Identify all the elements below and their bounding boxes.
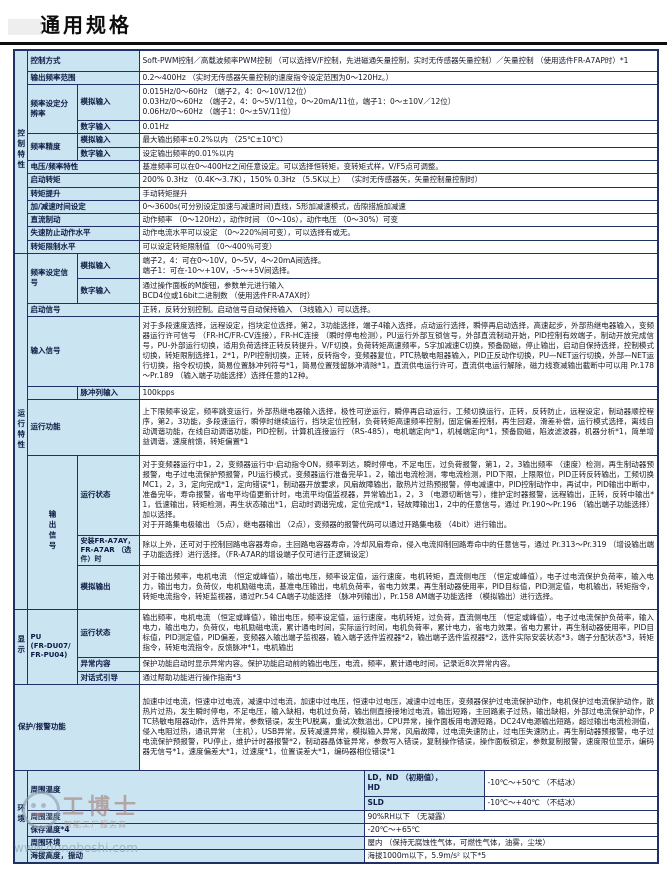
- pu-group-label: PU (FR-DU07/ FR-PU04): [26, 608, 78, 685]
- freq-res-analog-label: 模拟输入: [76, 83, 140, 121]
- section-display: 显示: [13, 608, 28, 685]
- accel-decel-value: 0～3600s(可分别设定加速与减速时间)直线，S形加减速模式，齿隙措施加减速: [138, 199, 659, 214]
- env-temp-value-ld-nd-hd: -10℃～+50℃ （不结冰）: [483, 769, 659, 797]
- freq-acc-analog-label: 模拟输入: [76, 132, 140, 148]
- spacer-cell: [26, 385, 78, 400]
- freq-set-digital-value: 通过操作面板的M旋钮，参数单元进行输入 BCD4位或16bit二进制数 （使用选…: [138, 277, 659, 304]
- env-temp-label: 周围温度: [26, 769, 365, 811]
- freq-res-digital-label: 数字输入: [76, 119, 140, 134]
- env-altitude-label: 海拔高度，振动: [26, 848, 365, 864]
- title-divider: [0, 42, 667, 45]
- freq-acc-analog-value: 最大输出频率±0.2%以内 （25℃±10℃）: [138, 132, 659, 148]
- pulse-train-value: 100kpps: [138, 385, 659, 400]
- vf-label: 电压/频率特性: [26, 159, 140, 174]
- page-title: 通用规格: [40, 13, 132, 37]
- section-environment-label: 环境: [16, 804, 26, 826]
- section-control-label: 控制特性: [16, 129, 26, 172]
- control-method-label: 控制方式: [26, 49, 140, 72]
- output-option-label: 安装FR-A7AY，FR-A7AR （选件）时: [76, 534, 140, 566]
- output-option-value: 除以上外，还可对于控制回路电容器寿命，主回路电容器寿命，冷却风扇寿命，侵入电流抑…: [138, 534, 659, 566]
- section-operation-label: 运行特性: [16, 408, 26, 451]
- spec-table: 控制特性 控制方式 Soft-PWM控制／高载波频率PWM控制 （可以选择V/F…: [13, 49, 659, 864]
- start-signal-label: 启动信号: [26, 302, 140, 317]
- stall-value: 动作电流水平可以设定 （0～220%间可变），可以选择有或无。: [138, 225, 659, 241]
- pu-guide-label: 对话式引导: [76, 670, 140, 685]
- section-control: 控制特性: [13, 49, 28, 254]
- env-ambient-value: 屋内 （保持无腐蚀性气体，可燃性气体，油雾，尘埃）: [363, 835, 659, 850]
- input-signal-label: 输入信号: [26, 315, 140, 387]
- env-storage-label: 保存温度*4: [26, 822, 365, 837]
- pu-guide-value: 通过帮助功能进行操作指南*3: [138, 670, 659, 685]
- dc-brake-label: 直流制动: [26, 212, 140, 227]
- freq-set-analog-value: 端子2，4：可在0～10V，0～5V，4～20mA间选择。 端子1：可在-10～…: [138, 252, 659, 279]
- stall-label: 失速防止动作水平: [26, 225, 140, 241]
- op-func-value: 上下限频率设定，频率跳变运行，外部热继电器输入选择，极性可逆运行，瞬停再启动运行…: [138, 398, 659, 456]
- input-signal-value: 对于多段速度选择，远程设定，挡块定位选择，第2，3功能选择，端子4输入选择，点动…: [138, 315, 659, 387]
- vf-value: 基准频率可以在0～400Hz之间任意设定。可以选择恒转矩，变转矩式样，V/F5点…: [138, 159, 659, 174]
- freq-acc-label: 频率精度: [26, 132, 78, 161]
- env-storage-value: -20℃～+65℃: [363, 822, 659, 837]
- output-signal-group: 输出信号: [26, 454, 78, 610]
- output-signal-group-label: 输出信号: [48, 509, 57, 552]
- control-method-value: Soft-PWM控制／高载波频率PWM控制 （可以选择V/F控制，先进磁通矢量控…: [138, 49, 659, 72]
- start-torque-value: 200% 0.3Hz （0.4K～3.7K），150% 0.3Hz （5.5K以…: [138, 172, 659, 188]
- freq-range-value: 0.2～400Hz （实时无传感器矢量控制的速度指令设定范围为0～120Hz。）: [138, 70, 659, 85]
- section-display-label: 显示: [16, 634, 26, 656]
- protection-label: 保护/报警功能: [13, 683, 140, 771]
- start-signal-value: 正转，反转分别控制。启动信号自动保持输入 （3线输入）可以选择。: [138, 302, 659, 317]
- output-run-label: 运行状态: [76, 454, 140, 536]
- output-run-value: 对于变频器运行中1，2，变频器运行中·启动指令ON，频率到达，瞬时停电，不足电压…: [138, 454, 659, 536]
- section-environment: 环境: [13, 769, 28, 864]
- env-temp-value-sld: -10℃～+40℃ （不结冰）: [483, 795, 659, 811]
- pu-error-value: 保护功能启动时显示异常内容。保护功能启动前的输出电压，电流，频率，累计通电时间，…: [138, 656, 659, 672]
- env-humidity-value: 90%RH以下 （无凝露）: [363, 809, 659, 824]
- env-humidity-label: 周围湿度: [26, 809, 365, 824]
- pu-error-label: 异常内容: [76, 656, 140, 672]
- freq-acc-digital-label: 数字输入: [76, 146, 140, 161]
- torque-boost-value: 手动转矩提升: [138, 186, 659, 201]
- section-operation: 运行特性: [13, 252, 28, 610]
- op-func-label: 运行功能: [26, 398, 140, 456]
- freq-res-label: 频率设定分辨率: [26, 83, 78, 134]
- freq-range-label: 输出频率范围: [26, 70, 140, 85]
- pulse-train-label: 脉冲列输入: [76, 385, 140, 400]
- env-altitude-value: 海拔1000m以下，5.9m/s² 以下*5: [363, 848, 659, 864]
- freq-set-analog-label: 模拟输入: [76, 252, 140, 279]
- torque-limit-value: 可以设定转矩限制值 （0～400％可变）: [138, 239, 659, 254]
- env-temp-cond-sld: SLD: [363, 795, 485, 811]
- freq-set-digital-label: 数字输入: [76, 277, 140, 304]
- freq-set-label: 频率设定信号: [26, 252, 78, 304]
- scan-artifact: [8, 19, 42, 35]
- output-analog-label: 模拟输出: [76, 564, 140, 610]
- pu-run-label: 运行状态: [76, 608, 140, 658]
- env-ambient-label: 周围环境: [26, 835, 365, 850]
- torque-limit-label: 转矩限制水平: [26, 239, 140, 254]
- freq-acc-digital-value: 设定输出频率的0.01%以内: [138, 146, 659, 161]
- torque-boost-label: 转矩提升: [26, 186, 140, 201]
- freq-res-analog-value: 0.015Hz/0～60Hz （端子2，4：0～10V/12位） 0.03Hz/…: [138, 83, 659, 121]
- start-torque-label: 启动转矩: [26, 172, 140, 188]
- env-temp-cond-ld-nd-hd: LD，ND （初期值）， HD: [363, 769, 485, 797]
- accel-decel-label: 加/减速时间设定: [26, 199, 140, 214]
- output-analog-value: 对于输出频率，电机电流 （恒定或峰值），输出电压，频率设定值，运行速度，电机转矩…: [138, 564, 659, 610]
- pu-run-value: 输出频率，电机电流 （恒定或峰值），输出电压，频率设定值，运行速度，电机转矩，过…: [138, 608, 659, 658]
- dc-brake-value: 动作频率 （0～120Hz），动作时间 （0～10s），动作电压 （0～30%）…: [138, 212, 659, 227]
- protection-value: 加速中过电流，恒速中过电流，减速中过电流，加速中过电压，恒速中过电压，减速中过电…: [138, 683, 659, 771]
- freq-res-digital-value: 0.01Hz: [138, 119, 659, 134]
